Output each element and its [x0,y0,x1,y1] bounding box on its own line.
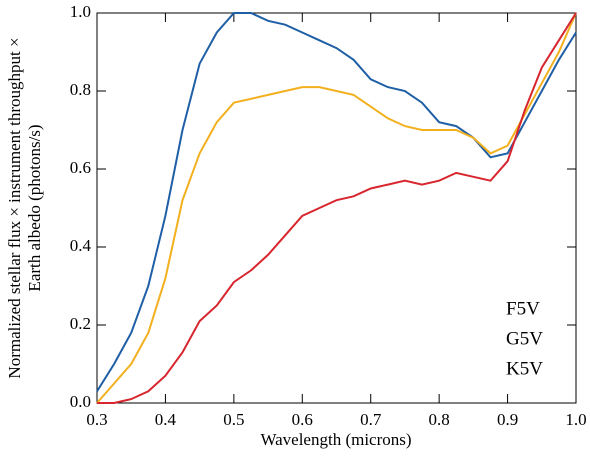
x-tick-label: 0.4 [155,410,177,429]
y-axis-label: Earth albedo (photons/s) [25,124,44,291]
series-line [96,12,577,392]
y-tick-label: 0.2 [70,314,91,333]
y-tick-label: 1.0 [70,2,91,21]
legend-label: G5V [506,328,543,349]
series-line [96,12,577,404]
x-tick-label: 0.9 [497,410,518,429]
x-tick-label: 0.8 [429,410,450,429]
plot-frame [96,12,577,404]
x-tick-label: 0.3 [86,410,107,429]
x-tick-label: 0.5 [223,410,244,429]
x-tick-label: 0.6 [292,410,313,429]
legend-label: K5V [506,358,543,379]
x-tick-label: 0.7 [360,410,382,429]
y-tick-label: 0.8 [70,80,91,99]
y-tick-label: 0.0 [70,392,91,411]
y-axis-label: Normalized stellar flux × instrument thr… [5,37,24,378]
y-tick-label: 0.4 [70,236,92,255]
y-tick-label: 0.6 [70,158,91,177]
series-line [97,12,577,404]
x-tick-label: 1.0 [565,410,586,429]
x-axis-label: Wavelength (microns) [260,430,411,449]
legend-label: F5V [506,298,540,319]
